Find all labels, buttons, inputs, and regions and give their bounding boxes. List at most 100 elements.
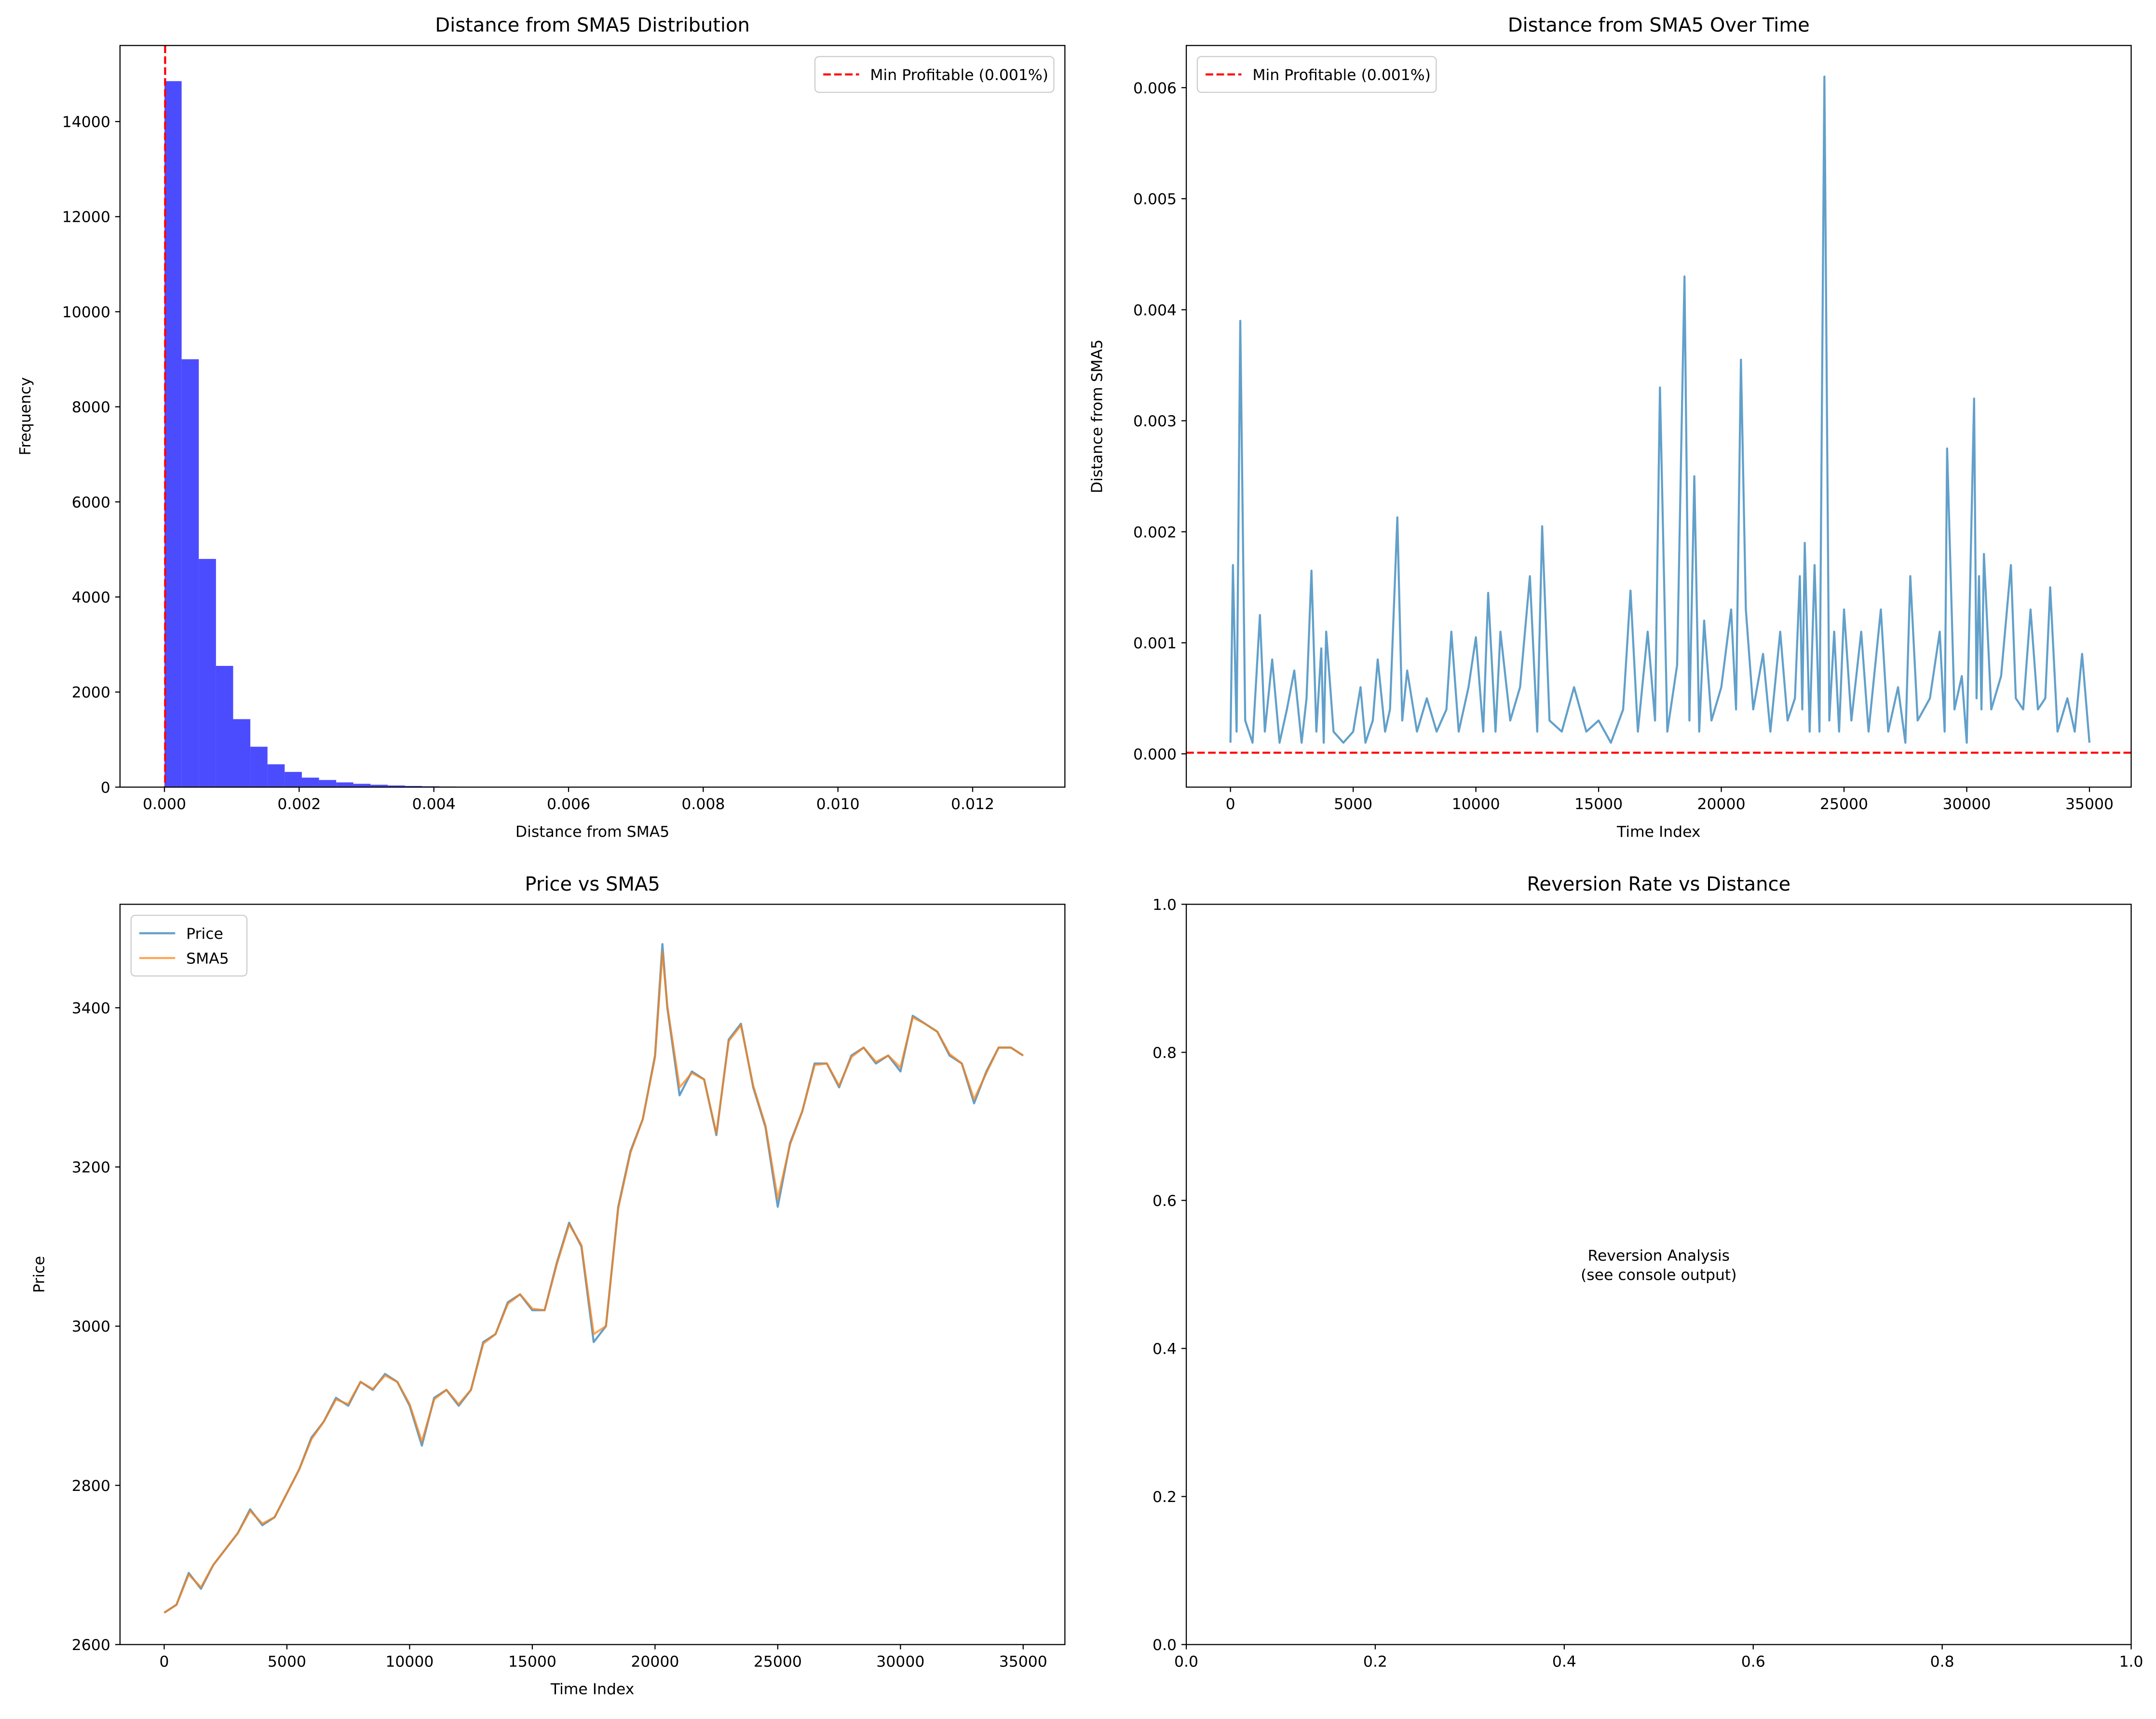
- x-tick-label: 15000: [1574, 796, 1623, 813]
- legend: Min Profitable (0.001%): [814, 56, 1055, 93]
- x-tick-label: 10000: [1452, 796, 1500, 813]
- y-tick-label: 0.4: [1153, 1340, 1177, 1358]
- y-tick-label: 6000: [72, 494, 110, 511]
- panel: Reversion Rate vs Distance Reversion Anal…: [1153, 873, 2143, 1671]
- chart-title: Distance from SMA5 Distribution: [435, 14, 750, 37]
- histogram-bar: [250, 746, 268, 787]
- histogram-bar: [370, 785, 388, 787]
- axes-frame: [119, 904, 1066, 1645]
- histogram-bar: [336, 782, 353, 787]
- y-tick-label: 0.002: [1133, 524, 1177, 541]
- y-tick-label: 0.6: [1153, 1192, 1177, 1210]
- y-tick-label: 0.005: [1133, 191, 1177, 208]
- x-tick-label: 0.000: [143, 796, 186, 813]
- y-axis-label: Frequency: [17, 377, 34, 455]
- x-tick-label: 0.6: [1741, 1653, 1765, 1670]
- y-tick-label: 0: [101, 779, 110, 797]
- legend-frame: [130, 915, 248, 977]
- histogram-bar: [353, 784, 371, 787]
- y-tick-label: 0.8: [1153, 1044, 1177, 1062]
- y-axis-label: Distance from SMA5: [1089, 339, 1106, 493]
- x-tick-label: 25000: [1820, 796, 1868, 813]
- axes-frame: [119, 45, 1066, 788]
- y-tick-label: 2800: [72, 1477, 110, 1495]
- y-axis-label: Price: [31, 1256, 48, 1293]
- y-tick-label: 3200: [72, 1159, 110, 1177]
- x-axis-label: Time Index: [550, 1681, 635, 1698]
- x-tick-label: 0: [1226, 796, 1235, 813]
- x-axis-label: Time Index: [1616, 823, 1701, 840]
- y-tick-label: 1.0: [1153, 896, 1177, 914]
- x-tick-label: 0.006: [547, 796, 590, 813]
- x-tick-label: 35000: [999, 1653, 1047, 1670]
- legend-label: Min Profitable (0.001%): [870, 67, 1048, 84]
- legend-frame: [1196, 56, 1437, 93]
- panel: Price vs SMA5 0 5000 10000 15000 20000 25000 30…: [31, 873, 1066, 1698]
- x-tick-label: 0: [159, 1653, 169, 1670]
- y-tick-label: 14000: [62, 114, 110, 131]
- y-tick-label: 3000: [72, 1318, 110, 1336]
- legend-frame: [814, 56, 1055, 93]
- legend-label: Price: [186, 925, 223, 943]
- x-tick-label: 25000: [754, 1653, 802, 1670]
- y-tick-label: 8000: [72, 399, 110, 416]
- legend-label: SMA5: [186, 950, 229, 967]
- legend-label: Min Profitable (0.001%): [1252, 67, 1431, 84]
- histogram-bar: [388, 785, 405, 787]
- y-tick-label: 10000: [62, 304, 110, 321]
- x-tick-label: 0.008: [681, 796, 725, 813]
- x-tick-label: 30000: [1942, 796, 1991, 813]
- y-tick-label: 0.003: [1133, 413, 1177, 430]
- axes-frame: [1185, 45, 2132, 788]
- chart-title: Reversion Rate vs Distance: [1527, 873, 1790, 895]
- x-tick-label: 10000: [385, 1653, 434, 1670]
- annotation-text: (see console output): [1581, 1266, 1737, 1284]
- x-tick-label: 15000: [508, 1653, 556, 1670]
- line-series: [1229, 75, 2091, 744]
- histogram-bar: [164, 81, 182, 787]
- chart-title: Distance from SMA5 Over Time: [1508, 14, 1810, 37]
- x-tick-label: 0.2: [1363, 1653, 1387, 1670]
- histogram-bar: [233, 719, 251, 787]
- x-tick-label: 0.012: [951, 796, 994, 813]
- x-tick-label: 20000: [1697, 796, 1746, 813]
- y-tick-label: 0.001: [1133, 635, 1177, 652]
- panel: Distance from SMA5 Over Time 0 5000 10000 15…: [1089, 14, 2132, 840]
- x-tick-label: 0.4: [1552, 1653, 1576, 1670]
- x-tick-label: 1.0: [2119, 1653, 2143, 1670]
- x-tick-label: 0.0: [1174, 1653, 1198, 1670]
- histogram-bar: [216, 665, 233, 787]
- x-tick-label: 20000: [631, 1653, 679, 1670]
- panel: Distance from SMA5 Distribution 0.000 0.00…: [17, 14, 1066, 840]
- y-tick-label: 12000: [62, 209, 110, 226]
- y-tick-label: 0.2: [1153, 1489, 1177, 1506]
- y-tick-label: 2000: [72, 684, 110, 702]
- histogram-bar: [199, 559, 216, 787]
- x-tick-label: 5000: [1334, 796, 1372, 813]
- legend: Price SMA5: [130, 915, 248, 977]
- histogram-bar: [319, 780, 337, 787]
- x-axis-label: Distance from SMA5: [515, 823, 669, 840]
- axes-frame: [1185, 904, 2132, 1645]
- y-tick-label: 0.0: [1153, 1637, 1177, 1654]
- histogram-bar: [301, 777, 319, 787]
- y-tick-label: 4000: [72, 589, 110, 606]
- x-tick-label: 35000: [2065, 796, 2114, 813]
- histogram-bar: [267, 764, 285, 787]
- x-tick-label: 0.002: [277, 796, 321, 813]
- chart-title: Price vs SMA5: [525, 873, 660, 895]
- line-series: [163, 951, 1024, 1614]
- histogram-bar: [405, 785, 422, 787]
- annotation-text: Reversion Analysis: [1588, 1247, 1730, 1264]
- histogram-bar: [285, 772, 302, 787]
- y-tick-label: 2600: [72, 1637, 110, 1654]
- x-tick-label: 0.8: [1930, 1653, 1954, 1670]
- y-tick-label: 0.006: [1133, 80, 1177, 97]
- x-tick-label: 30000: [876, 1653, 924, 1670]
- histogram-bar: [181, 359, 199, 787]
- legend: Min Profitable (0.001%): [1196, 56, 1437, 93]
- x-tick-label: 0.010: [816, 796, 860, 813]
- y-tick-label: 0.004: [1133, 302, 1177, 319]
- y-tick-label: 3400: [72, 1000, 110, 1017]
